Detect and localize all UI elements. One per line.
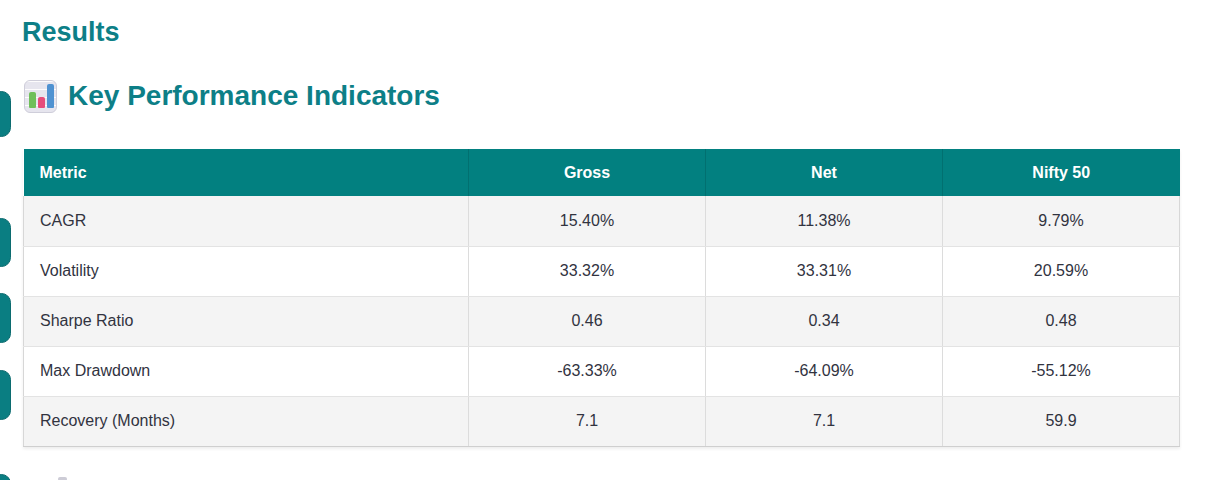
volatility-nifty-value: 20.59% (943, 246, 1180, 296)
left-edge-pill-button[interactable] (0, 293, 11, 343)
kpi-table: Metric Gross Net Nifty 50 CAGR 15.40% 11… (23, 149, 1180, 447)
volatility-net-value: 33.31% (706, 246, 943, 296)
metric-label: Recovery (Months) (24, 396, 469, 446)
section-heading: Key Performance Indicators (24, 79, 440, 113)
bar-chart-icon (24, 80, 57, 113)
left-edge-pill-button[interactable] (0, 474, 11, 480)
left-edge-pill-button[interactable] (0, 91, 11, 137)
left-edge-pill-button[interactable] (0, 218, 11, 267)
bar-chart-icon-blue-bar (47, 84, 54, 108)
kpi-table-header: Metric Gross Net Nifty 50 (24, 149, 1180, 196)
recovery-net-value: 7.1 (706, 396, 943, 446)
metric-label: Sharpe Ratio (24, 296, 469, 346)
column-header-metric: Metric (24, 149, 469, 196)
left-edge-pill-button[interactable] (0, 370, 11, 420)
metric-label: Max Drawdown (24, 346, 469, 396)
recovery-nifty-value: 59.9 (943, 396, 1180, 446)
table-row-volatility: Volatility 33.32% 33.31% 20.59% (24, 246, 1180, 296)
header-row: Metric Gross Net Nifty 50 (24, 149, 1180, 196)
cagr-net-value: 11.38% (706, 196, 943, 246)
table-row-max-drawdown: Max Drawdown -63.33% -64.09% -55.12% (24, 346, 1180, 396)
column-header-net: Net (706, 149, 943, 196)
cagr-nifty-value: 9.79% (943, 196, 1180, 246)
metric-label: CAGR (24, 196, 469, 246)
page-title: Results (22, 16, 120, 48)
table-row-sharpe-ratio: Sharpe Ratio 0.46 0.34 0.48 (24, 296, 1180, 346)
bar-chart-icon-pink-bar (38, 97, 45, 108)
metric-label: Volatility (24, 246, 469, 296)
table-row-recovery: Recovery (Months) 7.1 7.1 59.9 (24, 396, 1180, 446)
cagr-gross-value: 15.40% (469, 196, 706, 246)
table-row-cagr: CAGR 15.40% 11.38% 9.79% (24, 196, 1180, 246)
drawdown-net-value: -64.09% (706, 346, 943, 396)
section-title: Key Performance Indicators (68, 79, 440, 113)
bar-chart-icon-green-bar (29, 92, 36, 108)
sharpe-nifty-value: 0.48 (943, 296, 1180, 346)
sharpe-net-value: 0.34 (706, 296, 943, 346)
drawdown-gross-value: -63.33% (469, 346, 706, 396)
column-header-gross: Gross (469, 149, 706, 196)
drawdown-nifty-value: -55.12% (943, 346, 1180, 396)
column-header-nifty50: Nifty 50 (943, 149, 1180, 196)
recovery-gross-value: 7.1 (469, 396, 706, 446)
sharpe-gross-value: 0.46 (469, 296, 706, 346)
volatility-gross-value: 33.32% (469, 246, 706, 296)
